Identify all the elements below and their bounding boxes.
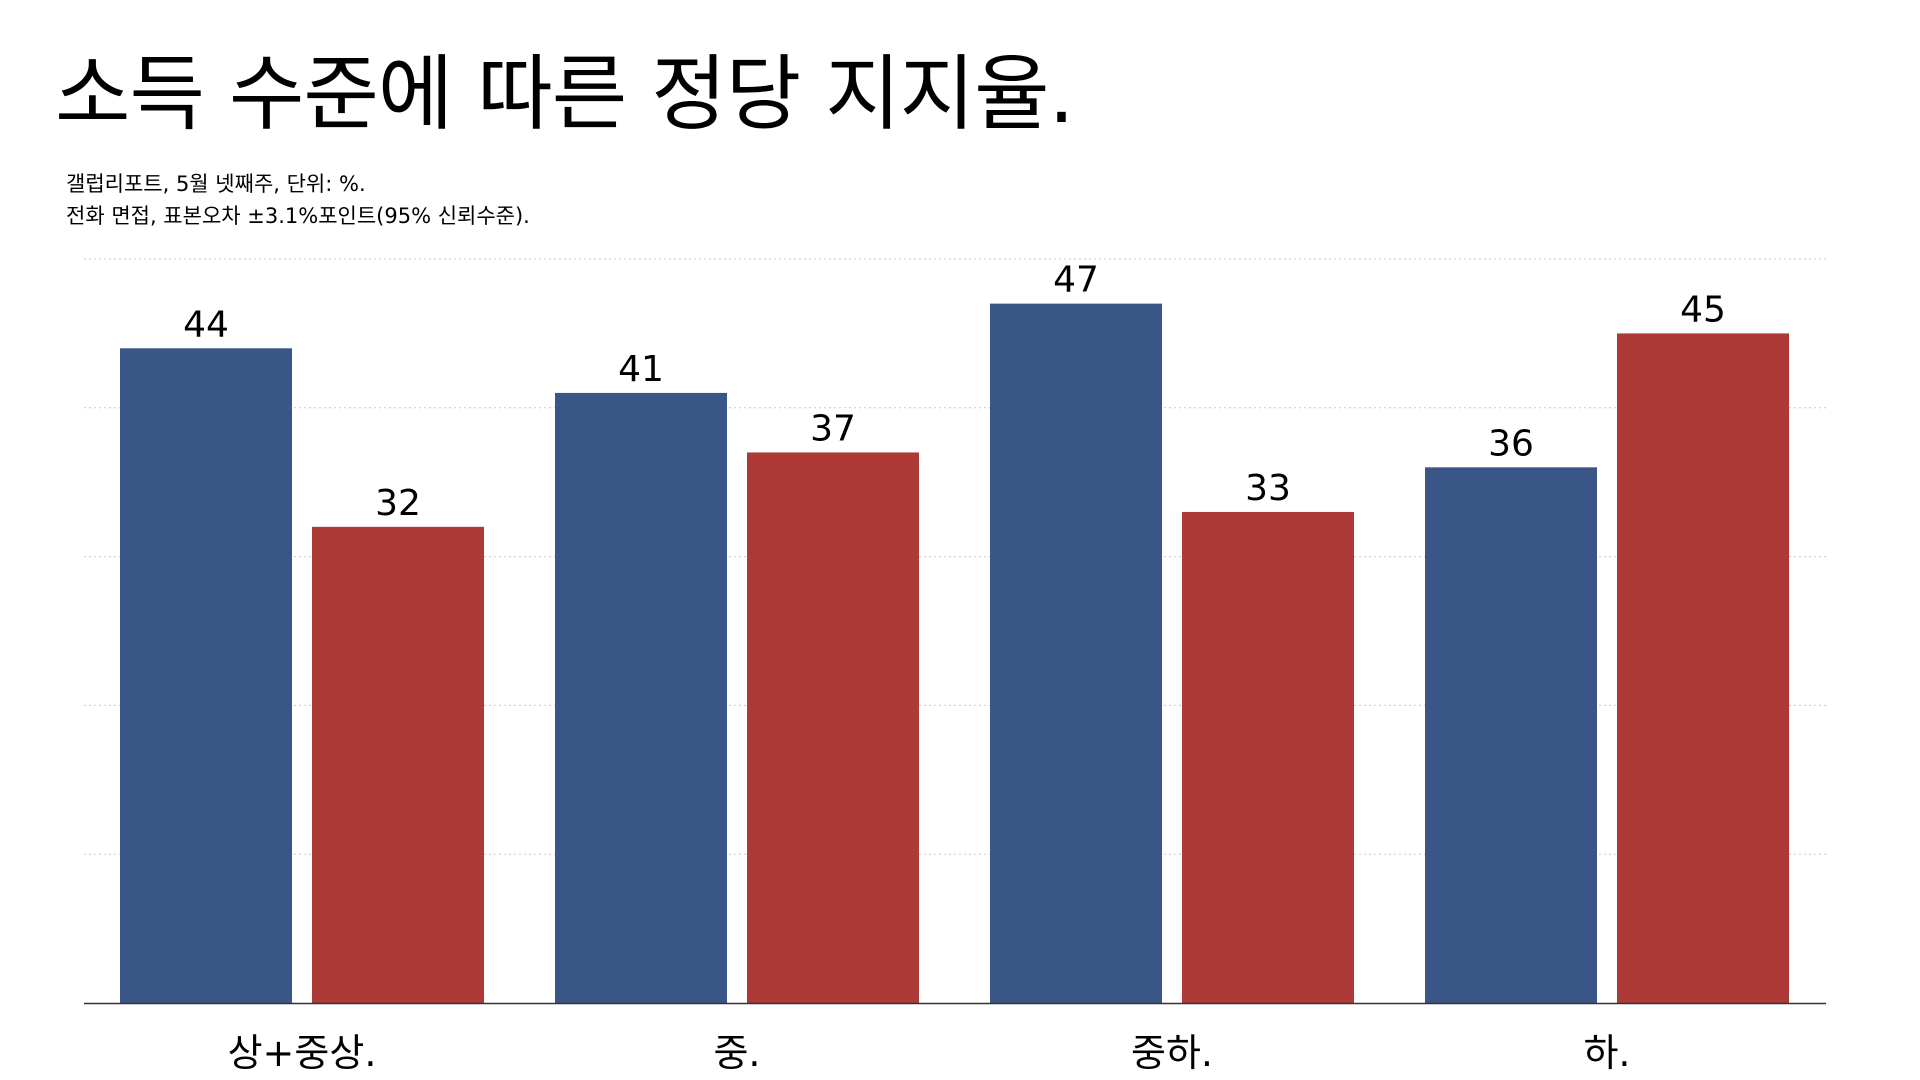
category-label-3: 중하. xyxy=(1131,1031,1213,1075)
data-labels: 44 32 41 37 47 33 36 45 xyxy=(183,260,1726,524)
data-label-series1-1: 44 xyxy=(183,304,229,345)
data-label-series2-4: 45 xyxy=(1680,289,1726,330)
source-note: 갤럽리포트, 5월 넷째주, 단위: %. xyxy=(66,172,366,196)
bar-series1-1 xyxy=(120,348,292,1003)
data-label-series2-3: 33 xyxy=(1245,468,1291,509)
bar-series2-1 xyxy=(312,526,484,1003)
category-label-4: 하. xyxy=(1583,1031,1630,1075)
data-label-series1-4: 36 xyxy=(1488,423,1534,464)
data-label-series1-3: 47 xyxy=(1053,260,1099,301)
data-label-series2-1: 32 xyxy=(375,483,421,524)
method-note: 전화 면접, 표본오차 ±3.1%포인트(95% 신뢰수준). xyxy=(66,204,530,228)
category-label-1: 상+중상. xyxy=(228,1031,377,1075)
bar-series1-2 xyxy=(555,392,727,1003)
bar-series2-2 xyxy=(747,452,919,1003)
bar-series2-4 xyxy=(1617,333,1789,1003)
category-label-2: 중. xyxy=(713,1031,760,1075)
data-label-series2-2: 37 xyxy=(810,408,856,449)
bars xyxy=(120,303,1789,1003)
x-axis-tick-labels: 상+중상. 중. 중하. 하. xyxy=(228,1031,1631,1075)
chart-title: 소득 수준에 따른 정당 지지율. xyxy=(55,47,1075,142)
bar-series1-3 xyxy=(990,303,1162,1003)
bar-series1-4 xyxy=(1425,467,1597,1003)
bar-series2-3 xyxy=(1182,511,1354,1003)
data-label-series1-2: 41 xyxy=(618,349,664,390)
